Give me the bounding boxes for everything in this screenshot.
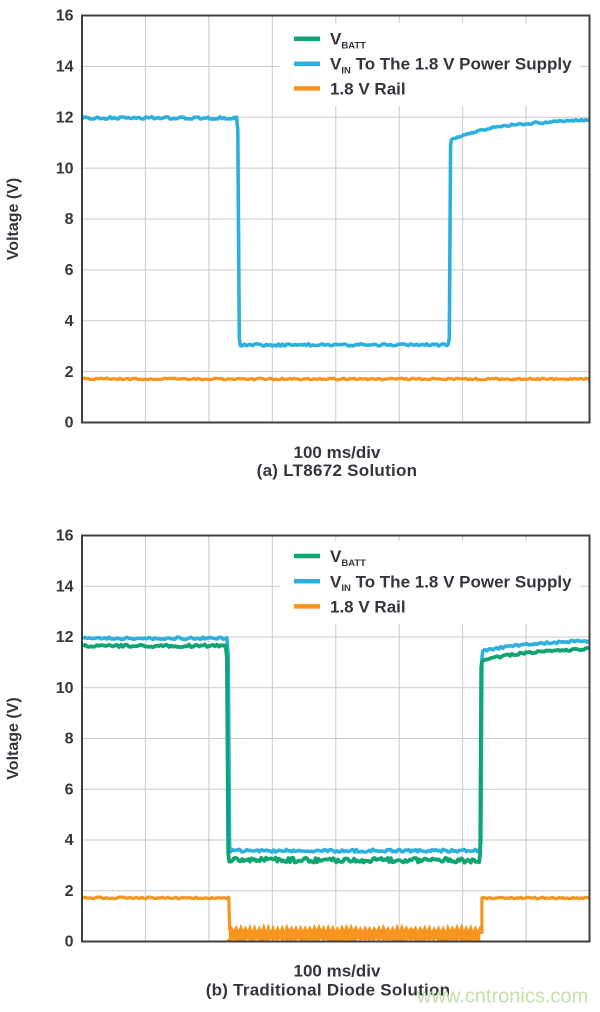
- svg-text:(a) LT8672 Solution: (a) LT8672 Solution: [257, 461, 418, 480]
- svg-text:8: 8: [65, 211, 74, 228]
- svg-text:4: 4: [65, 313, 74, 330]
- svg-text:8: 8: [65, 731, 74, 748]
- svg-text:12: 12: [56, 629, 74, 646]
- svg-text:0: 0: [65, 415, 74, 432]
- svg-text:Voltage (V): Voltage (V): [5, 178, 22, 260]
- svg-text:6: 6: [65, 782, 74, 799]
- svg-text:0: 0: [65, 934, 74, 951]
- svg-text:10: 10: [56, 680, 74, 697]
- svg-text:www.cntronics.com: www.cntronics.com: [416, 986, 588, 1008]
- svg-text:14: 14: [56, 579, 74, 596]
- svg-text:VIN To The 1.8 V Power Supply: VIN To The 1.8 V Power Supply: [330, 55, 572, 77]
- svg-text:Voltage (V): Voltage (V): [5, 697, 22, 779]
- svg-text:1.8 V Rail: 1.8 V Rail: [330, 597, 406, 616]
- svg-text:12: 12: [56, 110, 74, 127]
- svg-text:16: 16: [56, 528, 74, 545]
- svg-text:14: 14: [56, 59, 74, 76]
- svg-text:100 ms/div: 100 ms/div: [294, 962, 381, 981]
- svg-text:16: 16: [56, 8, 74, 25]
- svg-text:2: 2: [65, 364, 74, 381]
- svg-text:100 ms/div: 100 ms/div: [294, 443, 381, 462]
- svg-text:VIN To The 1.8 V Power Supply: VIN To The 1.8 V Power Supply: [330, 572, 572, 594]
- svg-text:2: 2: [65, 883, 74, 900]
- svg-text:(b) Traditional Diode Solution: (b) Traditional Diode Solution: [206, 981, 451, 1000]
- svg-text:1.8 V Rail: 1.8 V Rail: [330, 79, 406, 98]
- svg-text:6: 6: [65, 262, 74, 279]
- svg-text:4: 4: [65, 832, 74, 849]
- svg-text:10: 10: [56, 160, 74, 177]
